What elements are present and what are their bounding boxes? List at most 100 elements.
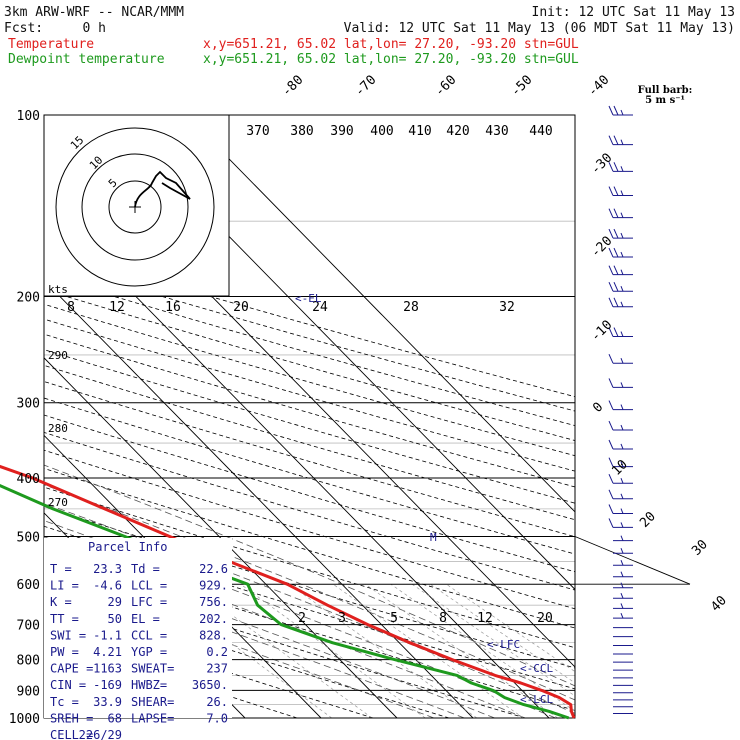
wind-barb: [608, 327, 633, 338]
mixing-ratio-label: 28: [403, 300, 419, 315]
wind-barb: [608, 474, 633, 484]
isotherm-label: -50: [508, 73, 535, 100]
wind-barb: [608, 439, 633, 450]
wind-barb: [608, 282, 633, 292]
dry-adiabat: [44, 567, 526, 718]
wind-barb: [613, 560, 633, 566]
wind-barb: [608, 162, 633, 172]
isotherm-label: -10: [588, 318, 615, 345]
parcel-key: SREH =: [50, 711, 93, 725]
parcel-key: SHEAR=: [131, 695, 174, 709]
isotherm-label: -20: [588, 234, 615, 261]
wind-barb: [608, 105, 633, 116]
theta-e-label: 410: [408, 124, 431, 139]
wind-barb: [608, 518, 633, 528]
dry-adiabat: [44, 261, 575, 412]
wind-barb: [608, 354, 633, 364]
parcel-value: 828.: [199, 628, 228, 642]
parcel-key: LCL =: [131, 579, 167, 593]
dry-adiabat: [44, 486, 575, 649]
wind-barb: [608, 504, 633, 515]
wind-barb: [613, 603, 633, 609]
parcel-value: 226/29: [79, 728, 122, 740]
wind-barb: [608, 208, 633, 219]
isotherm: [185, 115, 575, 513]
parcel-key: Tc =: [50, 695, 79, 709]
m-marker: M: [430, 531, 437, 544]
ccl-marker: <-CCL: [520, 662, 553, 675]
pressure-label: 700: [17, 619, 40, 634]
el-marker: <-EL: [295, 292, 322, 305]
isotherm-label: 0: [590, 400, 606, 416]
pressure-label: 500: [17, 530, 40, 545]
isotherm-label: 10: [609, 457, 631, 479]
wind-barb: [608, 228, 633, 239]
theta-e-label: 400: [370, 124, 393, 139]
mixing-ratio-label: 8: [439, 611, 447, 626]
pressure-label: 200: [17, 291, 40, 306]
fcst-value: 0 h: [83, 21, 106, 36]
mixing-ratio-label: 32: [499, 300, 515, 315]
dewpoint-line: [0, 484, 570, 720]
parcel-value: 237: [206, 662, 228, 676]
isotherm-label: -80: [279, 73, 306, 100]
frame-diagonal: [574, 536, 691, 585]
mixing-ratio-line: [289, 583, 478, 718]
wind-barb: [613, 593, 633, 599]
parcel-key: CAPE =: [50, 662, 93, 676]
wind-barb: [608, 457, 633, 468]
mixing-ratio-label: 5: [390, 611, 398, 626]
parcel-value: 929.: [199, 579, 228, 593]
dry-adiabat: [44, 431, 575, 591]
wind-barb: [608, 186, 633, 197]
mixing-ratio-line: [240, 583, 426, 718]
dry-adiabat: [44, 611, 374, 718]
isotherm: [44, 357, 398, 718]
legend-temperature-info: x,y=651.21, 65.02 lat,lon= 27.20, -93.20…: [203, 37, 579, 52]
parcel-key: T =: [50, 562, 72, 576]
pressure-label: 400: [17, 472, 40, 487]
mixing-ratio-line: [332, 583, 524, 718]
mixing-ratio-label: 12: [109, 300, 125, 315]
parcel-key: SWI =: [50, 628, 86, 642]
isotherm-label: -70: [352, 73, 379, 100]
mixing-ratio-label: 20: [537, 611, 553, 626]
pressure-label: 600: [17, 578, 40, 593]
theta-label: 270: [48, 496, 68, 509]
parcel-key: Td =: [131, 562, 160, 576]
pressure-label: 800: [17, 654, 40, 669]
moist-adiabat: [44, 551, 495, 718]
parcel-value: 68: [108, 711, 122, 725]
valid-time: Valid: 12 UTC Sat 11 May 13 (06 MDT Sat …: [344, 21, 735, 36]
parcel-value: 1163: [93, 662, 122, 676]
wind-barbs: [608, 105, 633, 715]
parcel-value: 23.3: [93, 562, 122, 576]
parcel-value: 3650.: [192, 678, 228, 692]
wind-barb: [613, 535, 633, 542]
isotherm-label: -60: [432, 73, 459, 100]
theta-e-label: 390: [330, 124, 353, 139]
init-time: Init: 12 UTC Sat 11 May 13: [532, 5, 736, 20]
parcel-key: PW =: [50, 645, 79, 659]
dry-adiabat: [44, 467, 575, 629]
model-title: 3km ARW-WRF -- NCAR/MMM: [4, 5, 184, 20]
theta-e-label: 430: [485, 124, 508, 139]
lcl-marker: <-LCL: [520, 693, 553, 706]
parcel-key: EL =: [131, 612, 160, 626]
parcel-value: 50: [108, 612, 122, 626]
isotherm-label: 20: [637, 509, 659, 531]
parcel-key: HWBZ=: [131, 678, 167, 692]
parcel-value: -4.6: [93, 579, 122, 593]
wind-barb: [613, 582, 633, 589]
pressure-label: 1000: [9, 712, 40, 727]
legend-dewpoint-label: Dewpoint temperature: [8, 52, 165, 67]
mixing-ratio-label: 8: [67, 300, 75, 315]
mixing-ratio-label: 2: [298, 611, 306, 626]
wind-barb: [608, 400, 633, 411]
hodograph-trace: [134, 170, 191, 208]
theta-e-label: 440: [529, 124, 552, 139]
sounding-series: [0, 464, 576, 720]
isotherm-label: 30: [689, 537, 711, 559]
